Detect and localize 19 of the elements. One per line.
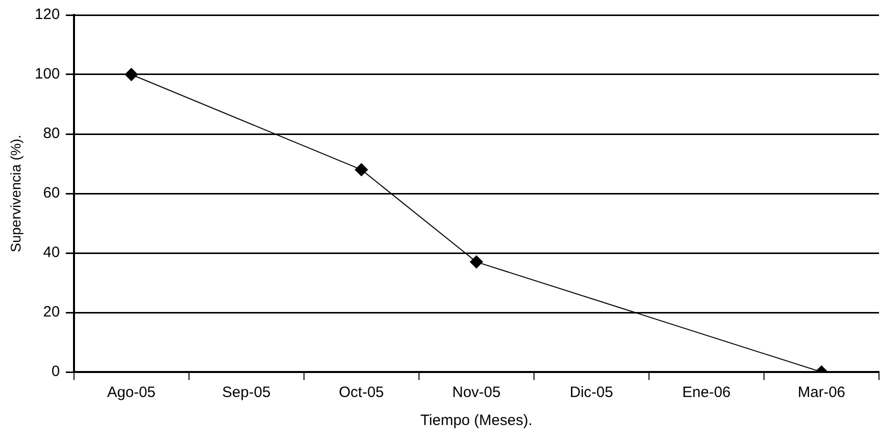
y-tick-label: 0 <box>51 363 60 380</box>
y-tick-label: 100 <box>34 66 60 83</box>
point <box>470 255 483 268</box>
x-tick-label: Sep-05 <box>222 384 271 402</box>
x-tick-label: Dic-05 <box>570 384 614 402</box>
x-tick-label: Ago-05 <box>107 384 156 402</box>
x-tick-label: Nov-05 <box>452 384 501 402</box>
x-tick-label: Oct-05 <box>338 384 384 402</box>
y-axis-title: Supervivencia (%). <box>7 134 24 252</box>
y-tick-label: 60 <box>43 184 60 202</box>
y-tick-label: 120 <box>34 6 60 24</box>
y-tick-label: 40 <box>43 244 60 262</box>
x-axis-title: Tiempo (Meses). <box>420 412 532 430</box>
point <box>354 163 368 176</box>
y-tick-label: 80 <box>43 125 60 142</box>
y-tick-label: 20 <box>43 304 60 321</box>
x-tick-label: Ene-06 <box>682 384 731 402</box>
x-tick-label: Mar-06 <box>798 384 846 402</box>
point <box>124 68 138 81</box>
